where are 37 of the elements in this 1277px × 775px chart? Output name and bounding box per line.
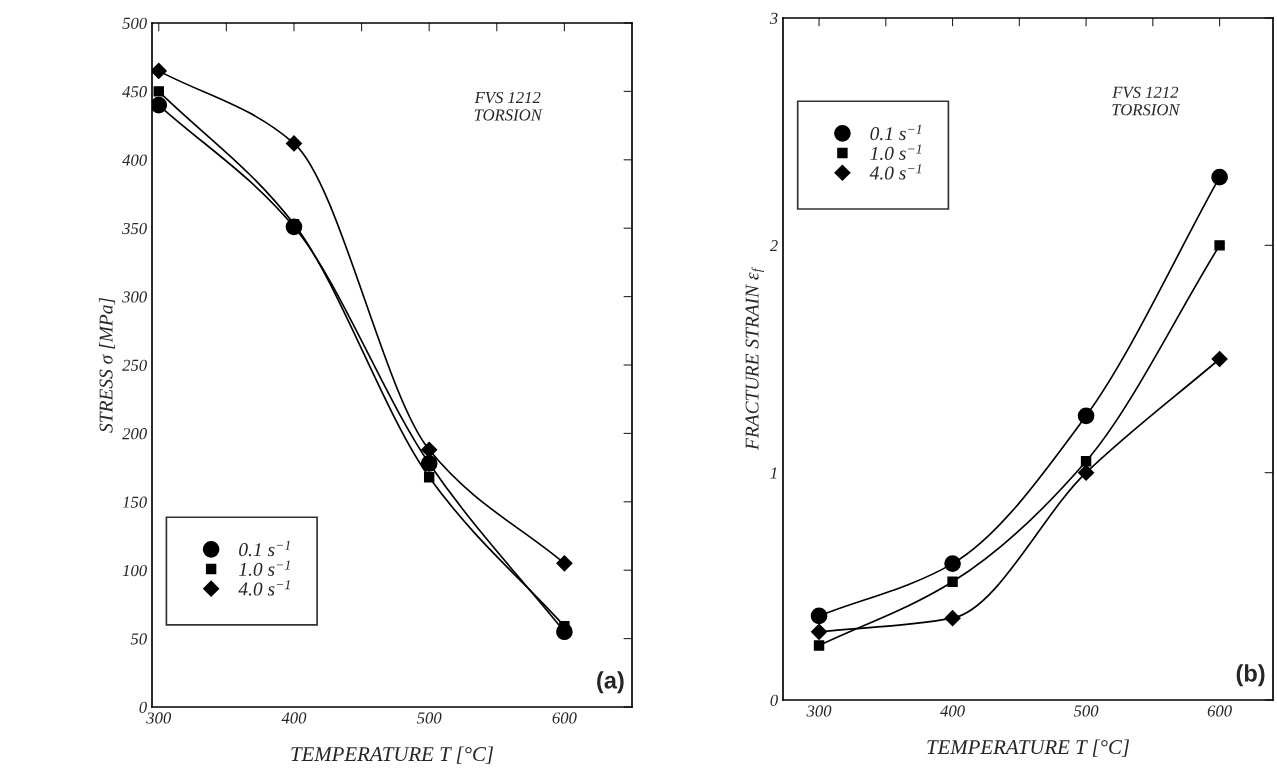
y-tick-label: 450 [122, 86, 147, 98]
x-tick-label: 500 [416, 712, 442, 724]
y-tick-label: 250 [122, 359, 147, 371]
legend-label: 1.0 s$^{−1}$ [239, 560, 290, 576]
y-tick-label: 0 [139, 701, 147, 713]
x-tick-label: 600 [1207, 705, 1232, 717]
y-tick-label: 400 [122, 154, 147, 166]
y-tick-label: 50 [130, 633, 147, 645]
y-axis-title: FRACTURE STRAIN ε$_{f}$ [745, 266, 765, 451]
x-tick-label: 600 [552, 712, 577, 724]
x-tick-label: 300 [806, 705, 832, 717]
y-tick-label: 300 [122, 291, 147, 303]
y-tick-label: 200 [122, 428, 147, 440]
y-tick-label: 500 [122, 17, 147, 29]
x-tick-label: 500 [1073, 705, 1099, 717]
y-tick-label: 150 [122, 496, 147, 508]
x-axis-title: TEMPERATURE T [°C] [291, 746, 494, 764]
legend-label: 4.0 s$^{−1}$ [238, 580, 290, 596]
x-axis-title: TEMPERATURE T [°C] [927, 739, 1130, 757]
annotation: FVS 1212 TORSION [1112, 86, 1181, 116]
annotation: (b) [1236, 664, 1265, 687]
y-axis-title: STRESS σ [MPa] [98, 297, 116, 433]
y-tick-label: 0 [770, 694, 778, 706]
legend-label: 0.1 s$^{−1}$ [870, 124, 922, 141]
legend-label: 4.0 s$^{−1}$ [869, 164, 922, 180]
y-tick-label: 350 [122, 222, 147, 235]
x-tick-label: 300 [146, 712, 172, 724]
y-tick-label: 2 [769, 240, 778, 252]
y-tick-label: 1 [770, 467, 777, 479]
annotation: (a) [597, 671, 624, 694]
x-tick-label: 400 [281, 712, 307, 724]
y-tick-label: 3 [769, 12, 778, 24]
legend-label: 0.1 s$^{−1}$ [239, 540, 290, 557]
annotation: FVS 1212 TORSION [474, 91, 543, 121]
y-tick-label: 100 [122, 564, 147, 577]
x-tick-label: 400 [940, 705, 965, 717]
legend-label: 1.0 s$^{−1}$ [870, 144, 922, 160]
